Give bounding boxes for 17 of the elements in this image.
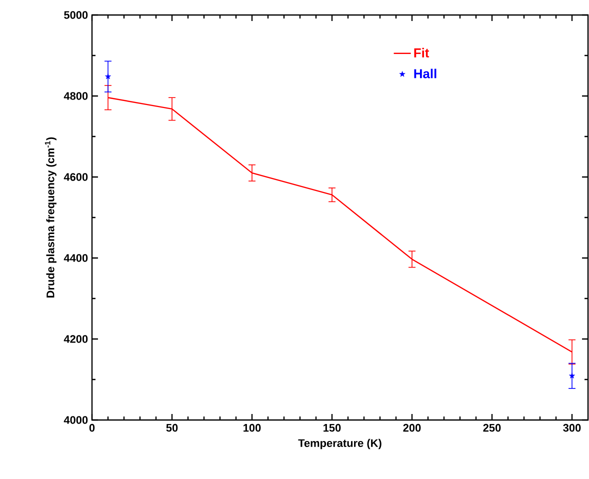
x-tick-label: 200 <box>403 424 421 432</box>
legend-label: Hall <box>414 68 436 78</box>
y-tick-label: 5000 <box>64 11 88 19</box>
y-tick-label: 4200 <box>64 335 88 343</box>
x-axis-title: Temperature (K) <box>298 438 382 450</box>
x-tick-label: 150 <box>324 424 341 432</box>
y-tick-label: 4800 <box>64 92 88 100</box>
legend-label: Fit <box>414 48 430 58</box>
x-tick-label: 50 <box>166 424 178 432</box>
y-tick-label: 4600 <box>64 173 88 181</box>
x-tick-label: 300 <box>563 424 581 432</box>
y-axis-title: Drude plasma frequency (cm$^{-1}$) <box>44 137 56 298</box>
x-tick-label: 250 <box>483 424 501 432</box>
y-tick-label: 4000 <box>64 416 88 424</box>
y-tick-label: 4400 <box>64 254 88 262</box>
x-tick-label: 100 <box>244 424 261 432</box>
x-tick-label: 0 <box>89 424 95 432</box>
